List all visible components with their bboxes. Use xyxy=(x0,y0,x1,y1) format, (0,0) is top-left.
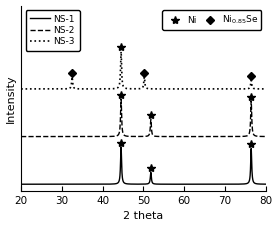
NS-1 xyxy=(47,183,51,186)
NS-1 xyxy=(113,183,117,185)
NS-3 xyxy=(259,88,263,90)
NS-3 xyxy=(19,88,23,90)
X-axis label: 2 theta: 2 theta xyxy=(123,211,164,222)
NS-2 xyxy=(120,98,123,101)
NS-1 xyxy=(124,182,127,185)
NS-1 xyxy=(264,183,267,185)
NS-3 xyxy=(113,87,117,90)
NS-2 xyxy=(124,135,127,137)
NS-1 xyxy=(259,183,263,185)
NS-2 xyxy=(113,135,117,138)
NS-1 xyxy=(120,146,123,148)
NS-1 xyxy=(19,183,23,186)
NS-2 xyxy=(62,135,65,138)
NS-3 xyxy=(47,88,51,90)
Y-axis label: Intensity: Intensity xyxy=(6,74,16,123)
NS-2 xyxy=(259,135,263,138)
Line: NS-1: NS-1 xyxy=(21,147,266,184)
Line: NS-3: NS-3 xyxy=(21,52,266,89)
NS-3 xyxy=(120,50,123,53)
NS-3 xyxy=(62,87,65,90)
NS-3 xyxy=(264,88,267,90)
NS-2 xyxy=(233,135,237,138)
NS-3 xyxy=(233,88,237,90)
Line: NS-2: NS-2 xyxy=(21,99,266,137)
NS-1 xyxy=(62,183,65,186)
NS-3 xyxy=(124,87,127,90)
NS-1 xyxy=(233,183,237,185)
NS-2 xyxy=(19,135,23,138)
NS-2 xyxy=(47,135,51,138)
Legend: Ni, Ni$_{0.85}$Se: Ni, Ni$_{0.85}$Se xyxy=(162,10,261,30)
NS-2 xyxy=(264,135,267,138)
